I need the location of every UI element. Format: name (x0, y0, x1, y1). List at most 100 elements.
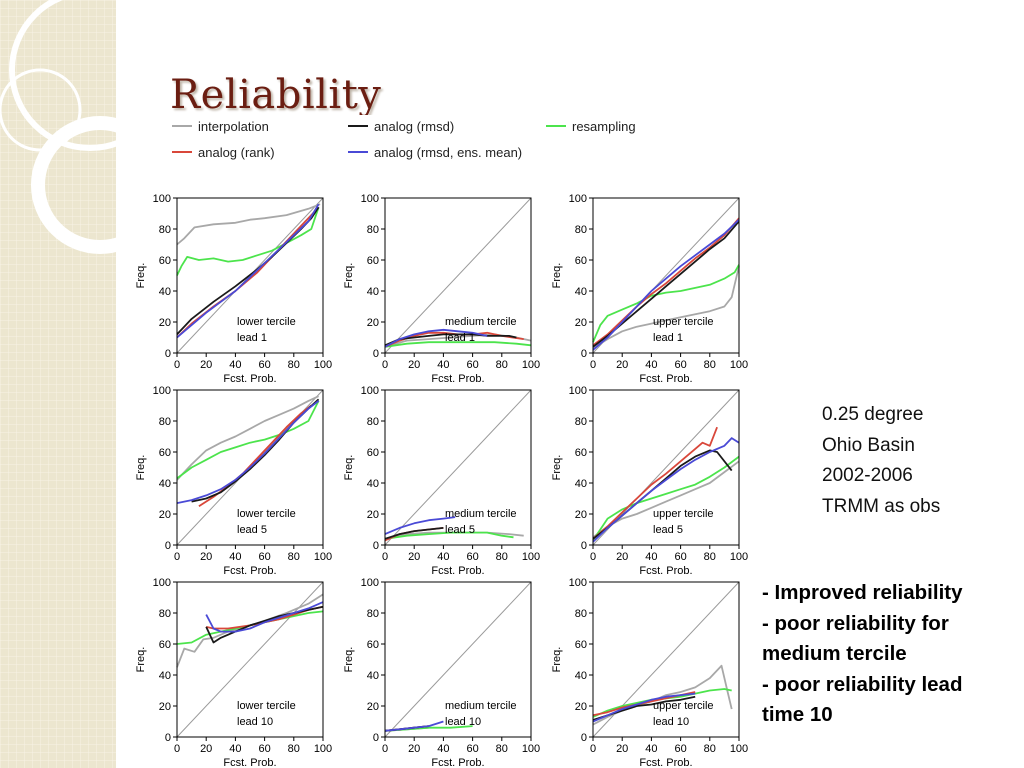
x-tick-label: 100 (314, 359, 332, 371)
x-tick-label: 40 (229, 551, 241, 563)
panel-annotation: medium tercile (445, 508, 517, 520)
y-tick-label: 60 (367, 639, 379, 651)
y-tick-label: 40 (575, 670, 587, 682)
series-line-ensmean (384, 328, 488, 348)
decorative-ring (31, 116, 140, 254)
series-line-rmsd (384, 333, 517, 347)
panel-annotation: lower tercile (237, 508, 296, 520)
y-tick-label: 60 (159, 447, 171, 459)
y-tick-label: 60 (367, 255, 379, 267)
x-tick-label: 20 (200, 359, 212, 371)
reliability-panel: 0 20 40 60 80 100 0 20 40 60 80 100 Fcst. Prob. Freq.… (551, 577, 748, 768)
y-tick-label: 40 (367, 670, 379, 682)
x-tick-label: 0 (590, 551, 596, 563)
panel-annotation: medium tercile (445, 316, 517, 328)
x-axis-label: Fcst. Prob. (223, 565, 276, 577)
x-tick-label: 100 (314, 743, 332, 755)
x-tick-label: 100 (314, 551, 332, 563)
diagonal-reference-line (384, 197, 532, 354)
series-line-ensmean (592, 437, 740, 543)
x-tick-label: 100 (522, 551, 540, 563)
y-axis-label: Freq. (135, 263, 147, 289)
info-box: 0.25 degree Ohio Basin 2002-2006 TRMM as… (822, 400, 940, 522)
y-tick-label: 40 (367, 478, 379, 490)
plot-frame (592, 581, 740, 738)
reliability-figure: interpolation analog (rmsd) resampling anal… (132, 115, 754, 768)
plot-frame (176, 197, 324, 354)
x-tick-label: 100 (522, 743, 540, 755)
x-tick-label: 60 (466, 551, 478, 563)
x-tick-label: 0 (382, 551, 388, 563)
panel-annotation: lead 10 (653, 716, 689, 728)
plot-frame (176, 389, 324, 546)
legend: interpolation analog (rmsd) resampling anal… (172, 119, 636, 160)
y-tick-label: 100 (569, 577, 587, 589)
diagonal-reference-line (176, 581, 324, 738)
reliability-panel: 0 20 40 60 80 100 0 20 40 60 80 100 Fcst. Prob. Freq.… (343, 385, 540, 577)
diagonal-reference-line (384, 389, 532, 546)
y-tick-label: 20 (367, 701, 379, 713)
y-tick-label: 80 (367, 416, 379, 428)
y-tick-label: 60 (367, 447, 379, 459)
slide-title: Reliability (170, 72, 382, 118)
y-tick-label: 20 (575, 317, 587, 329)
y-tick-label: 100 (153, 577, 171, 589)
bullet-line: time 10 (762, 703, 833, 726)
panel-annotation: lead 10 (445, 716, 481, 728)
x-tick-label: 60 (466, 743, 478, 755)
plot-frame (592, 197, 740, 354)
x-tick-label: 80 (288, 551, 300, 563)
y-tick-label: 100 (153, 193, 171, 205)
x-tick-label: 100 (522, 359, 540, 371)
reliability-panel: 0 20 40 60 80 100 0 20 40 60 80 100 Fcst. Prob. Freq.… (343, 577, 540, 768)
panel-annotation: lower tercile (237, 700, 296, 712)
y-tick-label: 100 (569, 193, 587, 205)
x-tick-label: 80 (496, 359, 508, 371)
y-tick-label: 60 (575, 447, 587, 459)
y-tick-label: 80 (367, 608, 379, 620)
x-tick-label: 60 (258, 359, 270, 371)
bullet-line: - poor reliability lead (762, 672, 963, 696)
x-axis-label: Fcst. Prob. (431, 373, 484, 385)
x-tick-label: 20 (408, 551, 420, 563)
x-tick-label: 60 (674, 359, 686, 371)
series-line-resampling (176, 207, 320, 276)
x-axis-label: Fcst. Prob. (223, 757, 276, 768)
x-tick-label: 40 (229, 359, 241, 371)
bullet-line: medium tercile (762, 642, 907, 665)
x-tick-label: 0 (590, 359, 596, 371)
x-tick-label: 100 (730, 743, 748, 755)
slide-decoration (0, 0, 140, 768)
x-tick-label: 0 (174, 743, 180, 755)
x-tick-label: 0 (590, 743, 596, 755)
bullet-line: - poor reliability for (762, 611, 949, 635)
y-tick-label: 40 (159, 478, 171, 490)
y-tick-label: 20 (575, 509, 587, 521)
y-tick-label: 0 (581, 348, 587, 360)
bullet-list: - Improved reliability - poor reliabilit… (762, 578, 1020, 731)
x-tick-label: 0 (382, 359, 388, 371)
x-tick-label: 40 (437, 743, 449, 755)
y-tick-label: 60 (159, 255, 171, 267)
y-tick-label: 40 (367, 286, 379, 298)
x-tick-label: 60 (674, 551, 686, 563)
y-tick-label: 80 (159, 416, 171, 428)
plot-frame (384, 197, 532, 354)
panel-annotation: lead 5 (653, 524, 683, 536)
legend-label: interpolation (198, 119, 269, 134)
y-tick-label: 20 (575, 701, 587, 713)
x-tick-label: 0 (382, 743, 388, 755)
y-tick-label: 60 (159, 639, 171, 651)
x-tick-label: 100 (730, 359, 748, 371)
x-tick-label: 80 (704, 743, 716, 755)
panel-annotation: lead 1 (653, 332, 683, 344)
x-axis-label: Fcst. Prob. (223, 373, 276, 385)
x-tick-label: 20 (408, 743, 420, 755)
x-axis-label: Fcst. Prob. (431, 757, 484, 768)
y-tick-label: 0 (373, 540, 379, 552)
x-tick-label: 80 (704, 551, 716, 563)
y-tick-label: 80 (159, 608, 171, 620)
reliability-panel: 0 20 40 60 80 100 0 20 40 60 80 100 Fcst. Prob. Freq.… (551, 385, 748, 577)
legend-label: analog (rank) (198, 145, 275, 160)
x-tick-label: 20 (408, 359, 420, 371)
